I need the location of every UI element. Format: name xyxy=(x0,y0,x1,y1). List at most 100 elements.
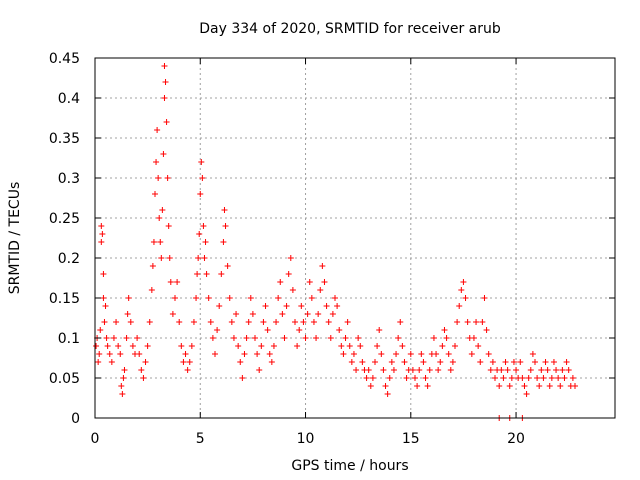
data-point xyxy=(100,295,107,301)
data-point xyxy=(287,255,294,261)
data-point xyxy=(121,367,128,373)
data-point xyxy=(416,367,423,373)
data-point xyxy=(266,351,273,357)
y-tick-label: 0.4 xyxy=(58,91,80,107)
data-point xyxy=(196,231,203,237)
data-point xyxy=(329,311,336,317)
data-point xyxy=(258,343,265,349)
data-point xyxy=(508,375,515,381)
data-point xyxy=(437,359,444,365)
data-point xyxy=(157,239,164,245)
data-point xyxy=(393,351,400,357)
data-point xyxy=(279,311,286,317)
x-tick-label: 15 xyxy=(402,431,420,447)
data-point xyxy=(492,375,498,381)
data-point xyxy=(184,367,191,373)
data-point xyxy=(140,375,147,381)
data-point xyxy=(386,375,393,381)
data-point xyxy=(395,335,402,341)
data-point xyxy=(414,383,421,389)
data-point xyxy=(207,319,214,325)
grid-lines xyxy=(95,58,615,418)
data-point xyxy=(477,359,484,365)
data-point xyxy=(529,351,536,357)
data-point xyxy=(399,343,406,349)
data-point xyxy=(483,327,490,333)
data-point xyxy=(323,303,330,309)
data-point xyxy=(100,271,107,277)
data-point xyxy=(156,215,163,221)
data-point xyxy=(479,319,486,325)
data-point xyxy=(129,343,136,349)
data-point xyxy=(153,159,160,165)
data-point xyxy=(198,159,205,165)
data-point xyxy=(378,351,385,357)
data-point xyxy=(300,319,307,325)
data-point xyxy=(462,295,469,301)
data-point xyxy=(99,231,106,237)
data-point xyxy=(359,359,366,365)
data-point xyxy=(273,319,280,325)
data-point xyxy=(222,223,229,229)
data-point xyxy=(523,391,530,397)
chart-title: Day 334 of 2020, SRMTID for receiver aru… xyxy=(199,21,501,37)
data-point xyxy=(456,303,463,309)
data-point xyxy=(546,383,553,389)
data-point xyxy=(277,279,284,285)
data-point xyxy=(247,295,254,301)
data-point xyxy=(420,359,427,365)
data-point xyxy=(500,375,507,381)
data-point xyxy=(536,383,543,389)
data-point xyxy=(569,375,576,381)
data-point xyxy=(101,319,108,325)
data-point xyxy=(268,359,275,365)
data-point xyxy=(127,319,134,325)
data-point xyxy=(563,359,570,365)
data-point xyxy=(221,207,228,213)
data-point xyxy=(96,351,103,357)
data-point xyxy=(342,335,349,341)
data-point xyxy=(517,359,524,365)
data-point xyxy=(460,279,467,285)
data-point xyxy=(313,335,320,341)
data-point xyxy=(270,343,277,349)
data-point xyxy=(136,351,143,357)
data-point xyxy=(538,367,545,373)
data-point xyxy=(443,335,450,341)
data-point xyxy=(540,375,547,381)
data-point xyxy=(409,367,416,373)
data-point xyxy=(241,351,248,357)
data-point xyxy=(197,191,204,197)
data-point xyxy=(559,367,566,373)
data-point xyxy=(98,223,105,229)
data-point xyxy=(355,335,362,341)
data-point xyxy=(401,359,408,365)
data-point xyxy=(193,295,200,301)
data-point xyxy=(485,351,492,357)
data-point xyxy=(98,239,105,245)
data-point xyxy=(110,335,117,341)
x-tick-label: 5 xyxy=(196,431,205,447)
data-point xyxy=(199,175,206,181)
data-point xyxy=(372,359,378,365)
data-point xyxy=(334,303,341,309)
data-point xyxy=(346,343,353,349)
data-point xyxy=(306,279,313,285)
data-point xyxy=(224,263,231,269)
data-point xyxy=(144,343,151,349)
data-point xyxy=(327,335,334,341)
data-point xyxy=(125,295,132,301)
data-point xyxy=(319,263,326,269)
data-point xyxy=(285,271,292,277)
data-point xyxy=(200,223,207,229)
data-point xyxy=(353,367,360,373)
data-point xyxy=(454,319,461,325)
data-point xyxy=(245,319,252,325)
y-tick-label: 0.45 xyxy=(49,51,80,67)
data-point xyxy=(186,359,193,365)
data-point xyxy=(228,319,235,325)
data-point xyxy=(542,359,549,365)
data-point xyxy=(572,383,578,389)
data-point xyxy=(264,327,271,333)
data-point xyxy=(164,175,171,181)
